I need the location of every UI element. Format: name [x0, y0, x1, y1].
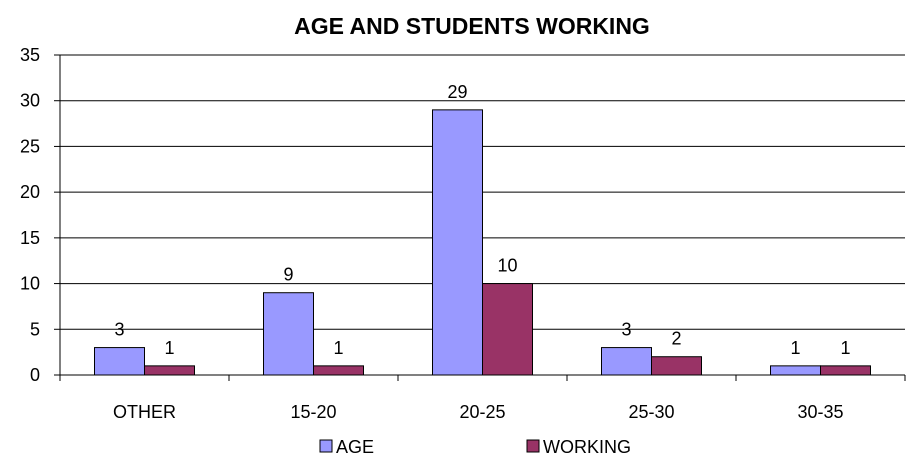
- data-label: 3: [114, 320, 124, 340]
- legend-swatch-age: [319, 439, 333, 453]
- x-tick-label: 15-20: [290, 402, 336, 422]
- data-label: 1: [164, 338, 174, 358]
- bar-working: [313, 365, 364, 376]
- data-label: 1: [333, 338, 343, 358]
- bar-working: [482, 283, 533, 376]
- data-labels: 3 1 9 1 29 10 3 2 1 1: [114, 82, 850, 358]
- data-label: 10: [497, 256, 517, 276]
- y-tick-label: 35: [20, 45, 40, 65]
- chart-title: AGE AND STUDENTS WORKING: [294, 13, 650, 39]
- bar-working: [820, 365, 871, 376]
- data-label: 2: [671, 329, 681, 349]
- bars: [94, 109, 871, 376]
- data-label: 9: [283, 265, 293, 285]
- bar-age: [263, 292, 314, 376]
- y-tick-label: 30: [20, 91, 40, 111]
- data-label: 1: [790, 338, 800, 358]
- bar-age: [432, 109, 483, 376]
- bar-working: [651, 356, 702, 376]
- y-tick-label: 15: [20, 228, 40, 248]
- axes: 0 5 10 15 20 25 30 35 OTHER 15-20 20-25 25-30 30-35: [20, 45, 906, 422]
- x-tick-label: 25-30: [628, 402, 674, 422]
- y-tick-label: 0: [30, 365, 40, 385]
- y-tick-label: 20: [20, 182, 40, 202]
- data-label: 29: [447, 82, 467, 102]
- legend-label-working: WORKING: [543, 437, 631, 457]
- x-tick-label: 20-25: [459, 402, 505, 422]
- x-tick-label: OTHER: [113, 402, 176, 422]
- legend: AGE WORKING: [319, 437, 631, 457]
- y-tick-label: 25: [20, 136, 40, 156]
- bar-age: [94, 347, 145, 376]
- bar-age: [601, 347, 652, 376]
- bar-age: [770, 365, 821, 376]
- bar-working: [144, 365, 195, 376]
- y-tick-label: 10: [20, 274, 40, 294]
- data-label: 3: [621, 320, 631, 340]
- legend-label-age: AGE: [336, 437, 374, 457]
- y-tick-label: 5: [30, 319, 40, 339]
- x-tick-label: 30-35: [797, 402, 843, 422]
- data-label: 1: [840, 338, 850, 358]
- legend-swatch-working: [526, 439, 540, 453]
